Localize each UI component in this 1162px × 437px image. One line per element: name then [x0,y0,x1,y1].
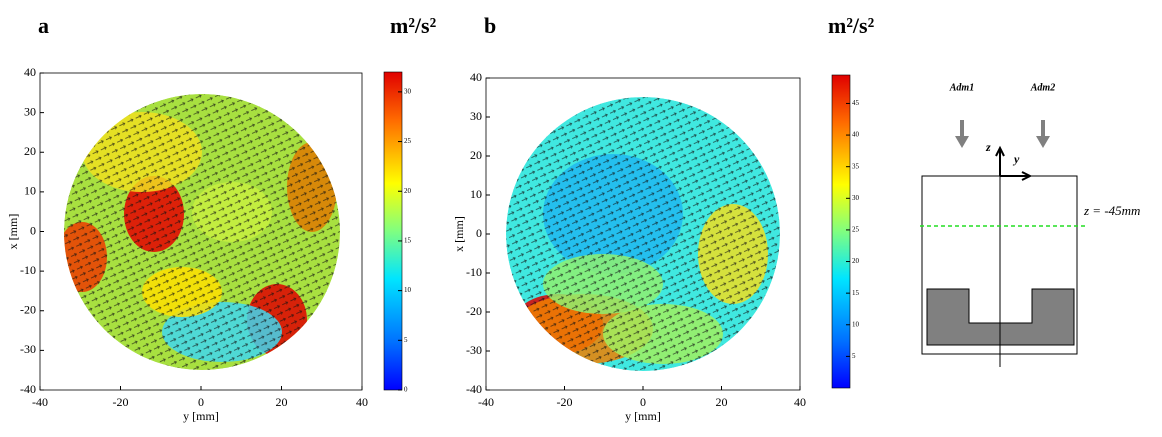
panel-label: a [38,13,49,38]
colorbar-tick-label: 5 [404,336,408,344]
x-tick-label: -20 [557,395,573,409]
piston [926,288,1075,346]
plane-label: z = -45mm [1083,203,1140,218]
y-tick-label: -40 [466,382,482,396]
inlet-label: Adm2 [1030,82,1055,93]
colorbar-unit: m²/s² [828,13,875,38]
field [64,94,340,370]
y-tick-label: 20 [24,144,36,158]
y-tick-label: 10 [470,187,482,201]
y-tick-label: -20 [20,303,36,317]
y-tick-label: -30 [20,342,36,356]
z-arrow [995,145,1005,176]
y-tick-label: 20 [470,148,482,162]
y-tick-label: 30 [24,104,36,118]
x-tick-label: 0 [640,395,646,409]
diagram: Adm1 Adm2 z y z = -45mm [920,82,1140,367]
y-arrow [1000,171,1033,181]
colorbar-tick-label: 30 [852,194,860,202]
x-tick-label: 40 [794,395,806,409]
x-tick-label: -20 [113,395,129,409]
y-tick-label: -10 [466,265,482,279]
inlet-arrow [1036,120,1050,148]
colorbar-tick-label: 30 [404,87,412,95]
y-tick-label: -20 [466,304,482,318]
colorbar-tick-label: 20 [852,257,860,265]
colorbar-tick-label: 45 [852,99,860,107]
y-axis-label: x [mm] [6,214,20,250]
y-axis-label: x [mm] [452,216,466,252]
colorbar-tick-label: 20 [404,187,412,195]
y-tick-label: 40 [470,70,482,84]
x-tick-label: 20 [276,395,288,409]
y-tick-label: -30 [466,343,482,357]
inlet-label: Adm1 [949,82,974,93]
colorbar-tick-label: 10 [852,320,860,328]
x-tick-label: -40 [32,395,48,409]
field [506,97,780,371]
y-tick-label: -10 [20,263,36,277]
x-tick-label: 20 [716,395,728,409]
x-tick-label: 40 [356,395,368,409]
vector-arrows [64,94,340,370]
colorbar-tick-label: 35 [852,162,860,170]
colorbar-tick-label: 10 [404,286,412,294]
y-tick-label: 30 [470,109,482,123]
y-tick-label: 0 [476,226,482,240]
colorbar-tick-label: 0 [404,386,408,394]
x-tick-label: -40 [478,395,494,409]
y-tick-label: 10 [24,184,36,198]
colorbar [831,74,851,389]
x-tick-label: 0 [198,395,204,409]
colorbar-unit: m²/s² [390,13,437,38]
inlet-arrow [955,120,969,148]
x-axis-label: y [mm] [625,409,661,423]
y-tick-label: -40 [20,382,36,396]
axis-label: z [985,140,991,154]
colorbar-tick-label: 15 [404,237,412,245]
colorbar-tick-label: 15 [852,289,860,297]
colorbar-tick-label: 25 [404,137,412,145]
panel-label: b [484,13,496,38]
y-tick-label: 40 [24,65,36,79]
colorbar-tick-label: 25 [852,226,860,234]
axis-label: y [1012,152,1020,166]
vector-arrows [506,97,780,371]
x-axis-label: y [mm] [183,409,219,423]
colorbar-tick-label: 5 [852,352,856,360]
y-tick-label: 0 [30,223,36,237]
colorbar-tick-label: 40 [852,131,860,139]
colorbar [383,71,403,391]
